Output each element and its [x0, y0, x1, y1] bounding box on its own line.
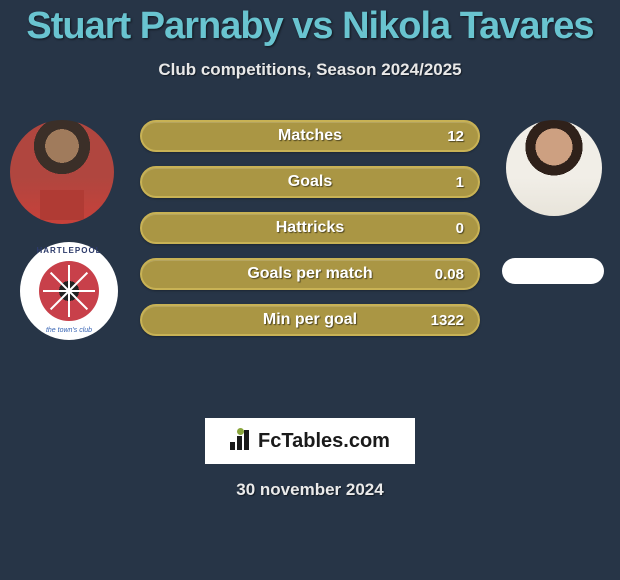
- brand-text: FcTables.com: [258, 430, 390, 453]
- left-column: HARTLEPOOL the town's club: [8, 120, 128, 340]
- stat-value: 1322: [431, 306, 464, 334]
- stat-value: 12: [447, 122, 464, 150]
- player1-club-badge: HARTLEPOOL the town's club: [20, 242, 118, 340]
- date-text: 30 november 2024: [0, 480, 620, 500]
- comparison-body: HARTLEPOOL the town's club: [0, 120, 620, 400]
- stat-bars: Matches 12 Goals 1 Hattricks 0 Goals per…: [140, 120, 480, 350]
- stat-bar: Matches 12: [140, 120, 480, 152]
- player1-avatar: [10, 120, 114, 224]
- stat-bar: Goals per match 0.08: [140, 258, 480, 290]
- stat-bar: Min per goal 1322: [140, 304, 480, 336]
- player2-club-badge: [502, 258, 604, 284]
- club-badge-top-text: HARTLEPOOL: [20, 246, 118, 255]
- stat-bar: Hattricks 0: [140, 212, 480, 244]
- stat-value: 0: [456, 214, 464, 242]
- page-title: Stuart Parnaby vs Nikola Tavares: [0, 5, 620, 48]
- stat-label: Goals: [142, 168, 478, 196]
- stat-label: Goals per match: [142, 260, 478, 288]
- subtitle: Club competitions, Season 2024/2025: [0, 60, 620, 80]
- stat-value: 1: [456, 168, 464, 196]
- stat-value: 0.08: [435, 260, 464, 288]
- club-badge-wheel-icon: [39, 261, 99, 321]
- stat-label: Hattricks: [142, 214, 478, 242]
- stat-bar: Goals 1: [140, 166, 480, 198]
- brand-box: FcTables.com: [205, 418, 415, 464]
- stat-label: Min per goal: [142, 306, 478, 334]
- player2-avatar: [506, 120, 602, 216]
- club-badge-bottom-text: the town's club: [20, 327, 118, 334]
- right-column: [500, 120, 610, 284]
- comparison-card: Stuart Parnaby vs Nikola Tavares Club co…: [0, 0, 620, 500]
- stat-label: Matches: [142, 122, 478, 150]
- brand-chart-icon: [230, 430, 252, 452]
